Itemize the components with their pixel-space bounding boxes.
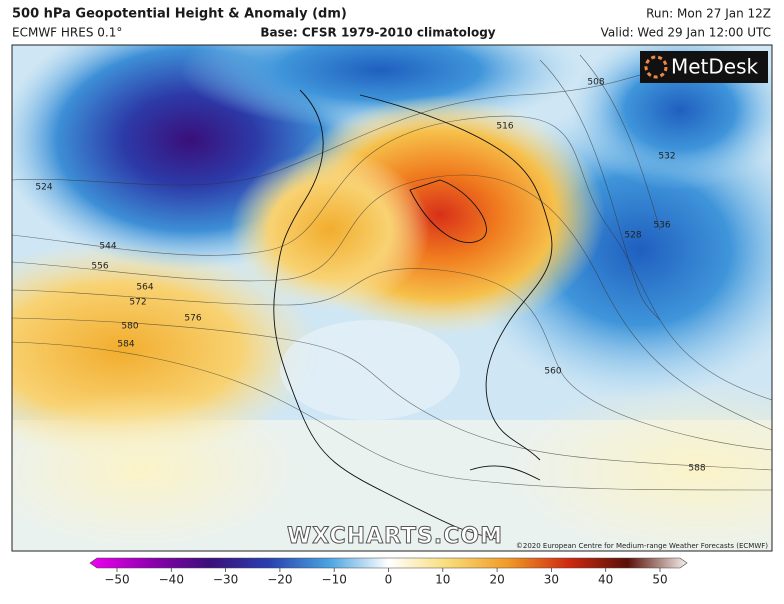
valid: Valid: Wed 29 Jan 12:00 UTC (601, 26, 771, 40)
colorbar-bar (89, 557, 688, 569)
contour-label: 508 (587, 78, 604, 88)
logo-box (640, 51, 768, 83)
logo-icon (644, 55, 668, 79)
contour-label: 516 (496, 122, 513, 132)
contour-label: 532 (658, 152, 675, 162)
contour-label: 560 (544, 367, 561, 377)
colorbar-tick-label: 30 (544, 573, 559, 587)
colorbar-tick-label: 10 (435, 573, 450, 587)
contour-label: 572 (129, 298, 146, 308)
base: Base: CFSR 1979-2010 climatology (260, 26, 495, 40)
colorbar-tick-label: 40 (598, 573, 613, 587)
contour-label: 544 (99, 242, 116, 252)
contour-label: 556 (91, 262, 108, 272)
map-frame (11, 44, 773, 552)
contour-label: 580 (121, 322, 138, 332)
colorbar-tick-label: −40 (159, 573, 184, 587)
colorbar-tick-label: 50 (652, 573, 667, 587)
contour-label: 584 (117, 340, 134, 350)
colorbar-tick-label: −30 (213, 573, 238, 587)
logo: MetDesk (640, 51, 768, 83)
copyright: ©2020 European Centre for Medium-range W… (516, 542, 768, 550)
contour-label: 588 (688, 464, 705, 474)
logo-text: MetDesk (671, 55, 759, 79)
map-field (12, 45, 772, 551)
colorbar-tick-label: −20 (267, 573, 292, 587)
contour-labels: 524 544 556 564 572 580 584 576 560 528 … (35, 78, 705, 474)
colorbar-tick-label: 20 (489, 573, 504, 587)
run: Run: Mon 27 Jan 12Z (646, 7, 771, 21)
colorbar-tick-label: 0 (385, 573, 393, 587)
model: ECMWF HRES 0.1° (12, 26, 122, 40)
contour-label: 524 (35, 183, 52, 193)
title: 500 hPa Geopotential Height & Anomaly (d… (12, 7, 347, 22)
contour-label: 528 (624, 231, 641, 241)
colorbar-tick-label: −50 (104, 573, 129, 587)
contour-label: 536 (653, 221, 670, 231)
contour-label: 564 (136, 283, 153, 293)
colorbar: −50 −40 −30 −20 −10 0 10 20 30 40 50 (89, 557, 688, 587)
colorbar-tick-label: −10 (322, 573, 347, 587)
contour-label: 576 (184, 314, 201, 324)
watermark: WXCHARTS.COM (287, 524, 503, 549)
